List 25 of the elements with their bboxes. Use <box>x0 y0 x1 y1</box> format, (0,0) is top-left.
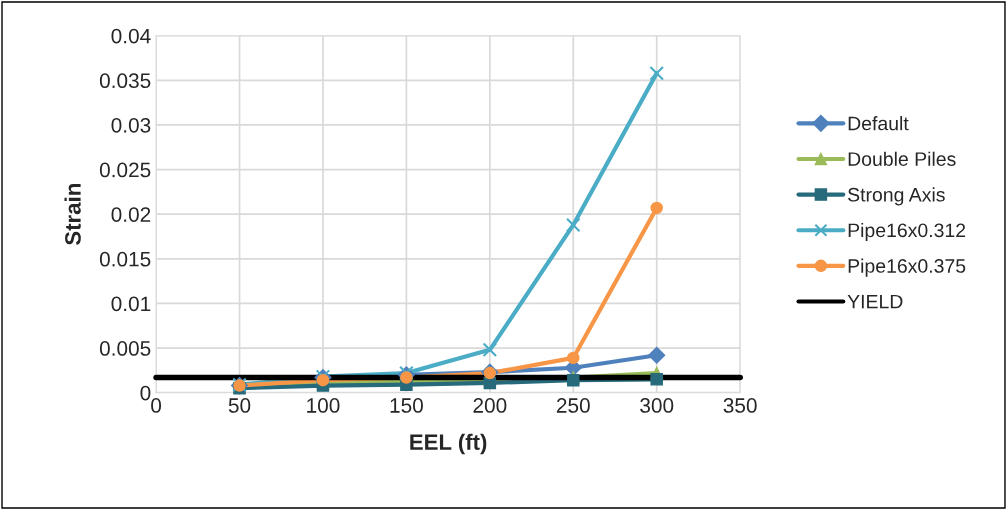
legend-label: YIELD <box>847 294 903 309</box>
x-tick-label: 300 <box>640 398 674 413</box>
x-tick-label: 100 <box>307 398 340 413</box>
legend-label: Pipe16x0.375 <box>848 258 966 277</box>
x-tick-label: 250 <box>556 398 590 413</box>
y-tick-label: 0.005 <box>99 341 151 356</box>
y-tick-label: 0.025 <box>99 162 151 178</box>
x-tick-label: 50 <box>228 398 251 413</box>
y-axis-title: Strain <box>64 184 81 246</box>
y-tick-label: 0.03 <box>111 117 151 133</box>
x-axis-title: EEL (ft) <box>410 433 487 455</box>
y-tick-label: 0.04 <box>111 28 151 44</box>
legend-label: Pipe16x0.312 <box>848 222 966 242</box>
y-tick-label: 0.035 <box>99 73 151 89</box>
legend-label: Default <box>848 116 909 131</box>
x-tick-label: 0 <box>151 398 162 413</box>
y-tick-label: 0 <box>140 385 151 401</box>
x-tick-label: 350 <box>723 398 757 413</box>
x-tick-label: 150 <box>390 398 423 413</box>
x-tick-label: 200 <box>473 398 507 413</box>
y-tick-label: 0.02 <box>111 207 151 222</box>
y-tick-label: 0.015 <box>99 251 151 267</box>
legend-label: Strong Axis <box>848 187 945 206</box>
legend-label: Double Piles <box>848 151 956 166</box>
y-tick-label: 0.01 <box>111 296 151 312</box>
